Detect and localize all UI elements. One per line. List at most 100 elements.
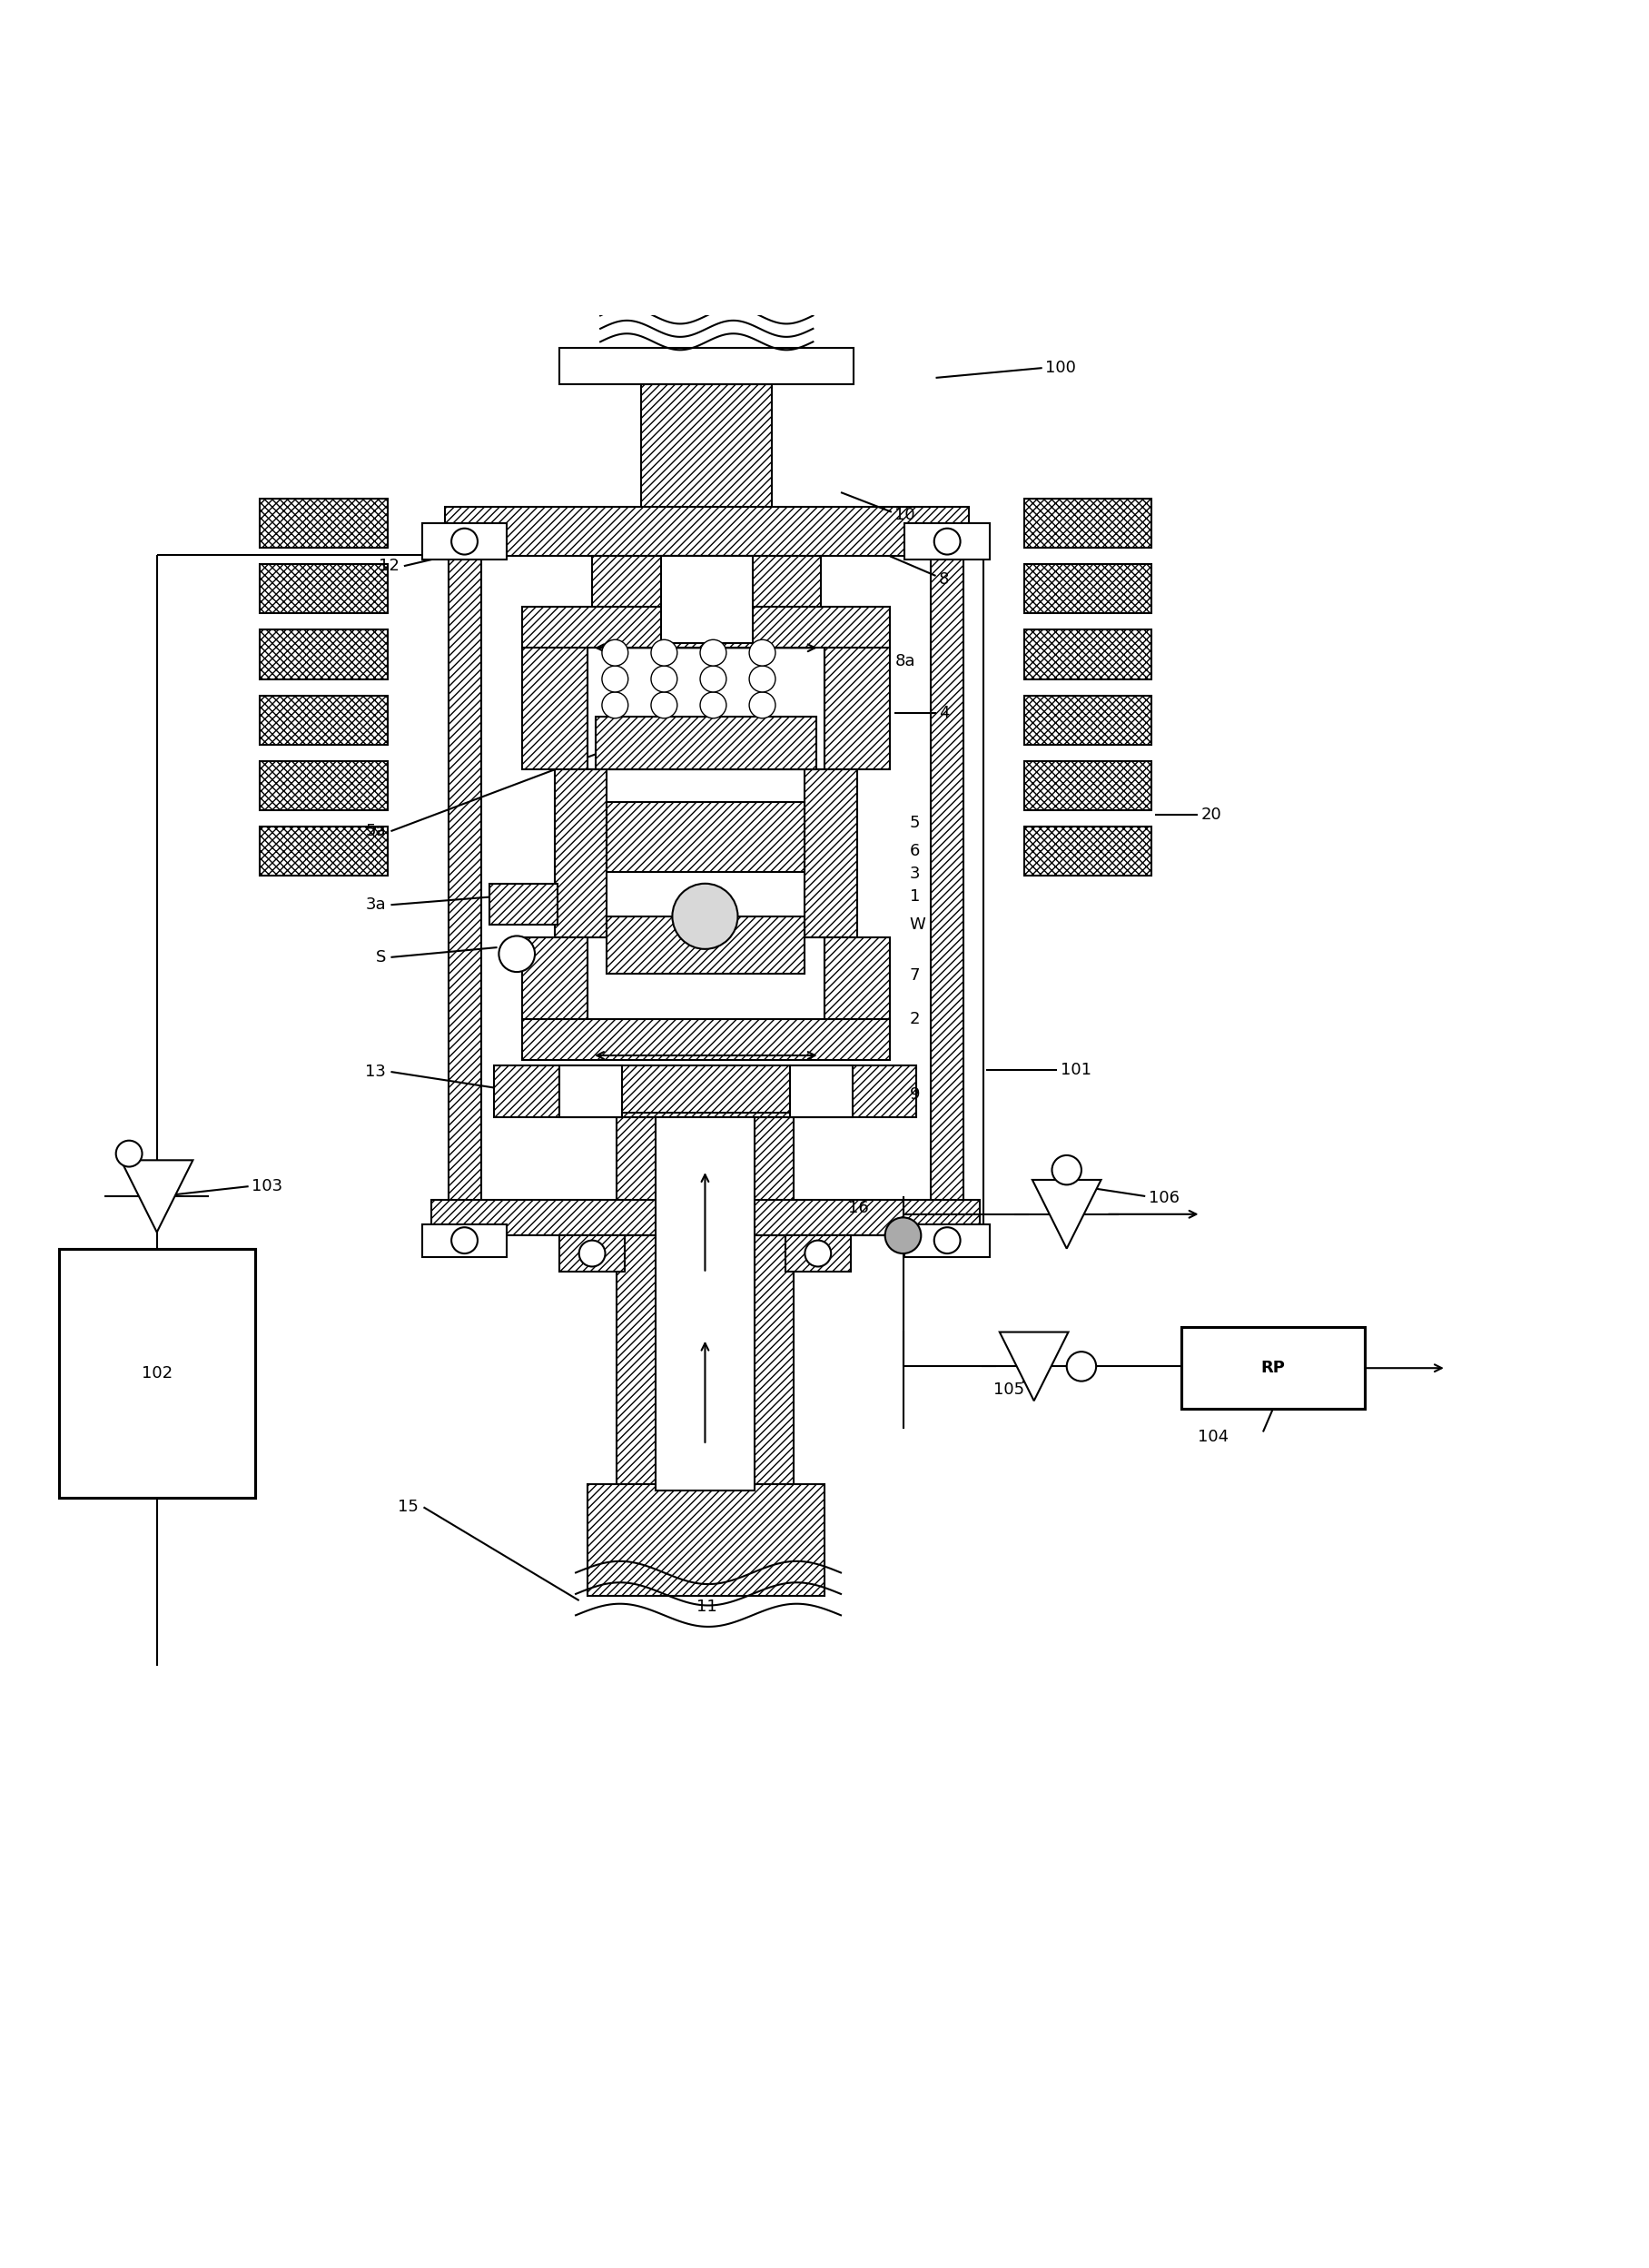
Text: 6: 6 bbox=[910, 844, 920, 860]
Circle shape bbox=[1052, 1154, 1082, 1184]
Text: 20: 20 bbox=[1200, 807, 1222, 823]
Bar bbox=[790, 1066, 853, 1118]
Bar bbox=[905, 1225, 989, 1256]
Polygon shape bbox=[999, 1331, 1069, 1402]
Bar bbox=[1024, 696, 1151, 744]
Text: 2: 2 bbox=[910, 1012, 920, 1027]
Text: 3a: 3a bbox=[366, 896, 386, 914]
Circle shape bbox=[933, 528, 960, 556]
Bar bbox=[261, 499, 388, 549]
Circle shape bbox=[651, 667, 678, 692]
Circle shape bbox=[701, 640, 726, 667]
Text: W: W bbox=[910, 916, 925, 932]
Circle shape bbox=[1067, 1352, 1097, 1381]
Bar bbox=[824, 642, 890, 769]
Text: 1: 1 bbox=[910, 889, 920, 905]
Text: 12: 12 bbox=[378, 558, 399, 574]
Bar bbox=[449, 553, 482, 1250]
Bar bbox=[805, 769, 857, 937]
Bar bbox=[656, 1118, 754, 1490]
Bar bbox=[1024, 631, 1151, 678]
Circle shape bbox=[673, 885, 737, 948]
Text: 11: 11 bbox=[696, 1599, 717, 1615]
Bar bbox=[905, 524, 989, 560]
Bar bbox=[521, 1018, 890, 1061]
Bar bbox=[587, 1483, 824, 1597]
Text: 105: 105 bbox=[993, 1381, 1024, 1397]
Bar bbox=[261, 760, 388, 810]
Bar bbox=[641, 383, 772, 538]
Circle shape bbox=[452, 528, 478, 556]
Text: S: S bbox=[376, 948, 386, 966]
Bar bbox=[261, 565, 388, 612]
Bar bbox=[595, 717, 816, 769]
Circle shape bbox=[602, 667, 628, 692]
Text: 104: 104 bbox=[1197, 1429, 1229, 1445]
Circle shape bbox=[651, 640, 678, 667]
Text: 100: 100 bbox=[1045, 361, 1077, 376]
Text: 16: 16 bbox=[848, 1200, 869, 1216]
Bar bbox=[824, 937, 890, 1043]
Text: 3: 3 bbox=[910, 866, 920, 882]
Bar bbox=[422, 1225, 506, 1256]
Bar bbox=[490, 885, 557, 925]
Text: 9: 9 bbox=[910, 1086, 920, 1102]
Bar bbox=[559, 1236, 625, 1272]
Circle shape bbox=[579, 1241, 605, 1266]
Circle shape bbox=[500, 937, 534, 973]
Text: 5a: 5a bbox=[366, 823, 386, 839]
Bar bbox=[521, 642, 587, 769]
Circle shape bbox=[701, 692, 726, 719]
Bar bbox=[261, 631, 388, 678]
Bar bbox=[261, 696, 388, 744]
Bar bbox=[59, 1250, 256, 1497]
Text: 4: 4 bbox=[938, 705, 950, 721]
Text: 8: 8 bbox=[938, 572, 950, 587]
Polygon shape bbox=[120, 1161, 193, 1232]
Text: 7: 7 bbox=[910, 966, 920, 984]
Bar bbox=[495, 1066, 917, 1118]
Text: 15: 15 bbox=[397, 1499, 419, 1515]
Bar bbox=[617, 1118, 793, 1490]
Circle shape bbox=[886, 1218, 922, 1254]
Bar bbox=[1024, 760, 1151, 810]
Bar bbox=[932, 553, 963, 1250]
Bar bbox=[559, 349, 854, 383]
Text: 106: 106 bbox=[1148, 1191, 1179, 1207]
Bar bbox=[607, 916, 805, 973]
Polygon shape bbox=[1032, 1179, 1102, 1250]
Bar bbox=[521, 608, 890, 649]
Text: 8a: 8a bbox=[895, 653, 915, 669]
Bar bbox=[559, 1066, 622, 1118]
Bar bbox=[607, 801, 805, 873]
Bar bbox=[587, 937, 824, 1043]
Bar bbox=[261, 826, 388, 875]
Bar bbox=[1024, 499, 1151, 549]
Bar bbox=[422, 524, 506, 560]
Bar bbox=[445, 508, 968, 556]
Circle shape bbox=[933, 1227, 960, 1254]
Circle shape bbox=[452, 1227, 478, 1254]
Bar bbox=[1181, 1327, 1364, 1408]
Bar bbox=[785, 1236, 851, 1272]
Circle shape bbox=[602, 692, 628, 719]
Bar bbox=[587, 649, 824, 769]
Text: 103: 103 bbox=[252, 1177, 282, 1195]
Text: 10: 10 bbox=[895, 508, 915, 524]
Bar bbox=[661, 556, 752, 642]
Circle shape bbox=[805, 1241, 831, 1266]
Bar bbox=[521, 937, 587, 1043]
Circle shape bbox=[115, 1141, 142, 1166]
Text: 102: 102 bbox=[142, 1365, 173, 1381]
Bar bbox=[432, 1200, 980, 1236]
Bar bbox=[1024, 565, 1151, 612]
Text: 13: 13 bbox=[364, 1064, 386, 1080]
Circle shape bbox=[602, 640, 628, 667]
Circle shape bbox=[749, 692, 775, 719]
Circle shape bbox=[749, 667, 775, 692]
Bar bbox=[554, 769, 607, 937]
Text: 5: 5 bbox=[910, 814, 920, 830]
Text: 101: 101 bbox=[1060, 1061, 1092, 1077]
Circle shape bbox=[701, 667, 726, 692]
Text: RP: RP bbox=[1261, 1361, 1285, 1377]
